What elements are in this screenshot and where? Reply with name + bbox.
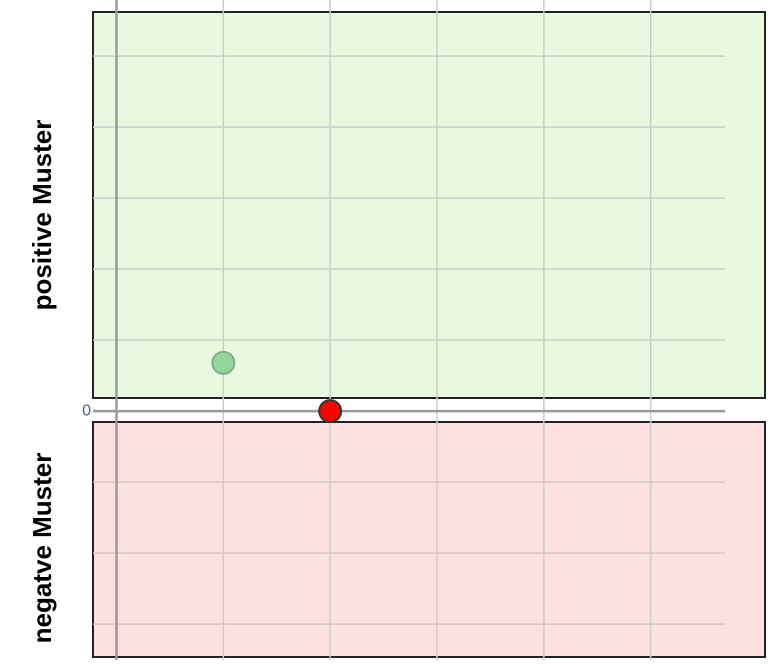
negative-region — [92, 421, 766, 658]
positive-region — [92, 11, 766, 399]
y-tick-label: 0 — [82, 402, 91, 419]
region-label: positive Muster — [27, 120, 57, 311]
point — [318, 399, 343, 424]
point — [211, 350, 236, 375]
region-label: negatve Muster — [27, 453, 57, 644]
grid — [93, 0, 725, 660]
